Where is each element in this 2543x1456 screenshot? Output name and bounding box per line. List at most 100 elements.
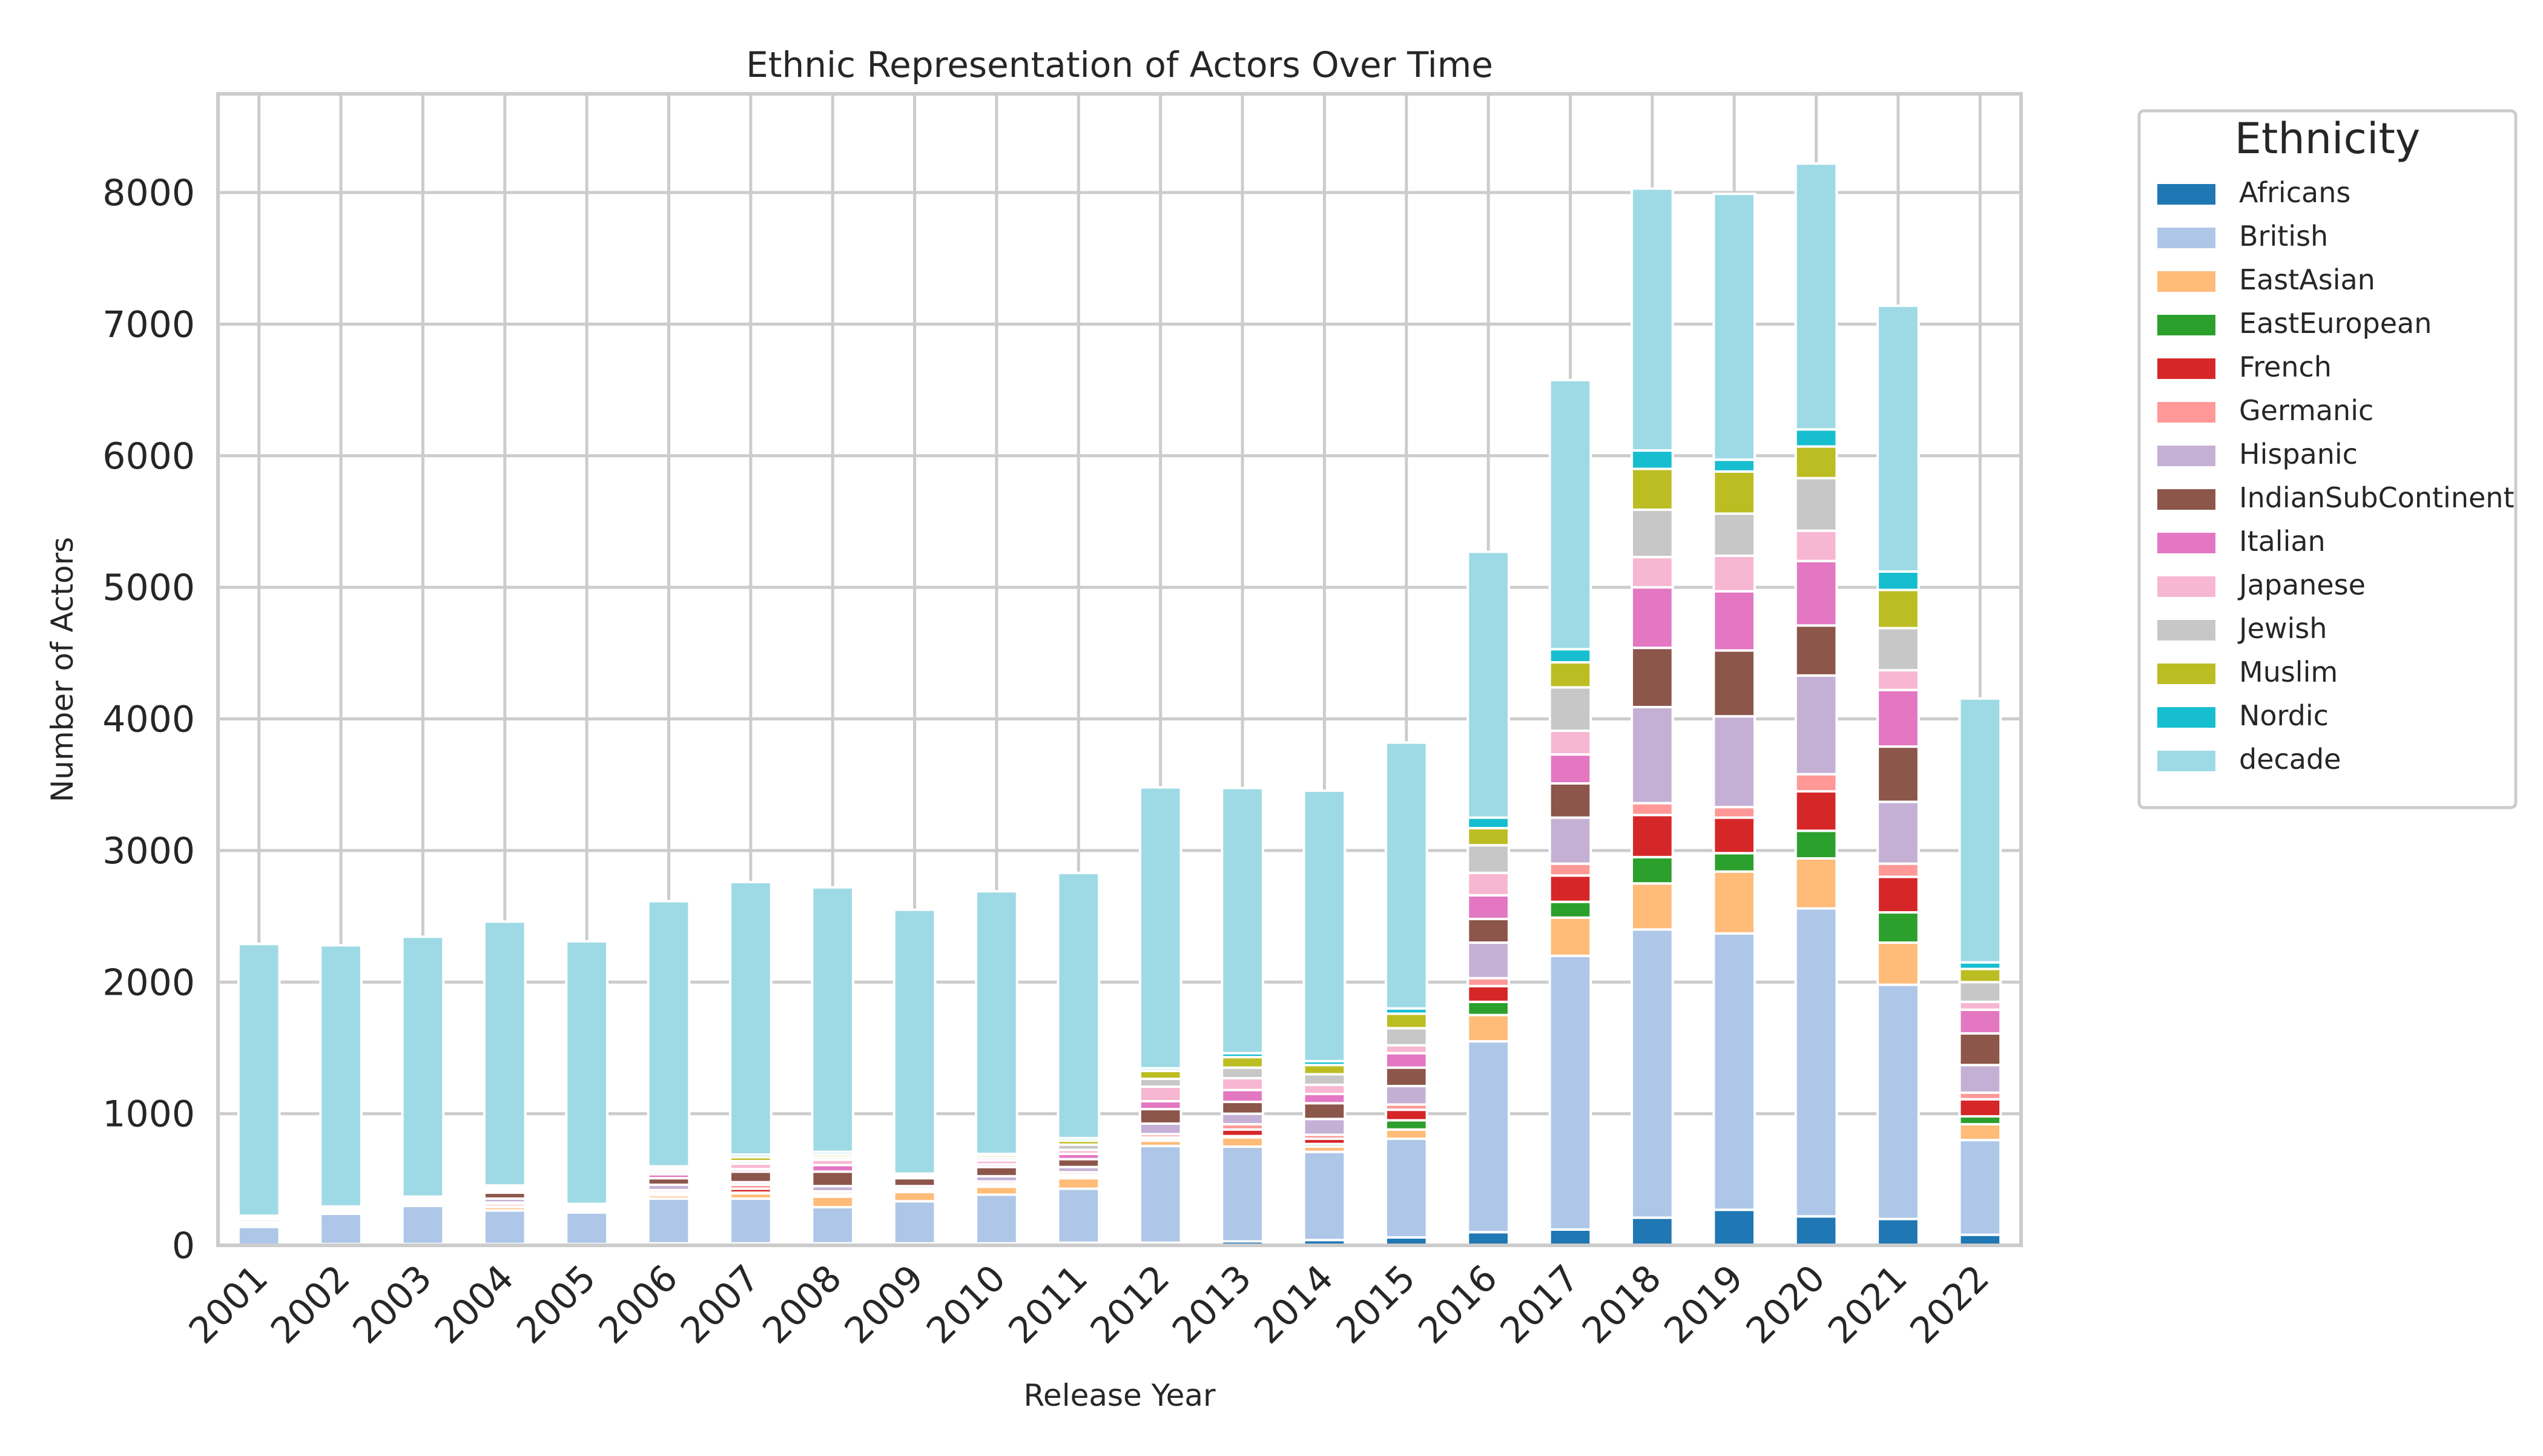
bar-segment-jewish-2020 xyxy=(1794,476,1838,532)
legend-label-africans: Africans xyxy=(2239,176,2350,209)
bar-segment-decade-2013 xyxy=(1221,786,1264,1055)
bar-segment-decade-2022 xyxy=(1958,697,2002,964)
bar-segment-eastasian-2008 xyxy=(811,1195,855,1208)
x-tick-label: 2020 xyxy=(1738,1257,1833,1352)
y-tick-label: 0 xyxy=(172,1225,195,1267)
bar-segment-french-2018 xyxy=(1631,814,1674,858)
legend-swatch-italian xyxy=(2157,533,2215,553)
bar-segment-nordic-2017 xyxy=(1548,648,1592,664)
x-tick-label: 2008 xyxy=(754,1257,849,1352)
legend-label-indiansubcontinent: IndianSubContinent xyxy=(2239,481,2514,514)
bar-segment-jewish-2013 xyxy=(1221,1066,1264,1079)
bar-segment-indiansubcontinent-2017 xyxy=(1548,782,1592,819)
bar-segment-british-2010 xyxy=(975,1193,1018,1245)
bar-segment-eastasian-2019 xyxy=(1712,870,1756,935)
bar-segment-decade-2012 xyxy=(1138,786,1182,1070)
bar-segment-germanic-2020 xyxy=(1794,772,1838,793)
bar-segment-british-2007 xyxy=(729,1197,773,1245)
legend-swatch-decade xyxy=(2157,751,2215,771)
bar-segment-hispanic-2016 xyxy=(1466,941,1510,980)
bar-segment-italian-2019 xyxy=(1712,590,1756,652)
bar-segment-easteuropean-2016 xyxy=(1466,1000,1510,1016)
bar-segment-indiansubcontinent-2008 xyxy=(811,1170,855,1188)
bar-segment-africans-2017 xyxy=(1548,1228,1592,1247)
x-tick-label: 2001 xyxy=(181,1257,276,1352)
bar-segment-british-2013 xyxy=(1221,1145,1264,1243)
bar-segment-decade-2006 xyxy=(647,900,691,1168)
bar-segment-muslim-2016 xyxy=(1466,826,1510,847)
bar-segment-italian-2018 xyxy=(1631,586,1674,650)
bar-segment-british-2005 xyxy=(565,1211,609,1245)
bar-segment-decade-2019 xyxy=(1712,193,1756,461)
bar-segment-africans-2016 xyxy=(1466,1231,1510,1247)
x-tick-label: 2005 xyxy=(509,1257,604,1352)
bar-segment-nordic-2018 xyxy=(1631,449,1674,470)
x-tick-label: 2014 xyxy=(1247,1257,1342,1352)
legend-swatch-easteuropean xyxy=(2157,315,2215,335)
bar-segment-eastasian-2011 xyxy=(1057,1177,1101,1190)
bar-segment-indiansubcontinent-2010 xyxy=(975,1165,1018,1178)
bar-segment-british-2018 xyxy=(1631,928,1674,1219)
bar-segment-british-2017 xyxy=(1548,954,1592,1231)
bar-segment-italian-2016 xyxy=(1466,894,1510,920)
bar-segment-africans-2018 xyxy=(1631,1216,1674,1247)
legend-label-germanic: Germanic xyxy=(2239,394,2373,427)
bar-segment-british-2014 xyxy=(1302,1150,1347,1242)
y-tick-label: 8000 xyxy=(102,172,195,214)
x-tick-label: 2013 xyxy=(1164,1257,1259,1352)
legend-label-japanese: Japanese xyxy=(2237,568,2366,601)
bar-segment-muslim-2013 xyxy=(1221,1056,1264,1069)
bar-segment-indiansubcontinent-2014 xyxy=(1302,1102,1347,1121)
bar-segment-indiansubcontinent-2016 xyxy=(1466,917,1510,944)
bar-segment-germanic-2017 xyxy=(1548,862,1592,877)
bar-segment-nordic-2020 xyxy=(1794,428,1838,448)
bar-segment-french-2021 xyxy=(1876,875,1920,914)
bar-segment-germanic-2018 xyxy=(1631,802,1674,817)
y-tick-label: 1000 xyxy=(102,1093,195,1136)
bar-segment-indiansubcontinent-2019 xyxy=(1712,649,1756,718)
bar-segment-eastasian-2021 xyxy=(1876,941,1920,986)
bar-segment-indiansubcontinent-2012 xyxy=(1138,1108,1182,1125)
bar-segment-decade-2001 xyxy=(237,943,281,1217)
bar-segment-hispanic-2015 xyxy=(1384,1084,1428,1106)
bar-segment-japanese-2020 xyxy=(1794,529,1838,562)
y-axis-label: Number of Actors xyxy=(45,537,80,802)
bar-segment-eastasian-2015 xyxy=(1384,1128,1428,1140)
bar-segment-nordic-2016 xyxy=(1466,816,1510,829)
bar-segment-british-2011 xyxy=(1057,1187,1101,1244)
legend: Ethnicity Africans British EastAsian EastEu… xyxy=(2137,109,2518,809)
legend-items: Africans British EastAsian EastEuropean Fren… xyxy=(2157,176,2514,776)
bar-segment-decade-2011 xyxy=(1057,871,1101,1139)
legend-swatch-jewish xyxy=(2157,620,2215,641)
bar-segment-jewish-2014 xyxy=(1302,1073,1347,1086)
x-tick-label: 2006 xyxy=(591,1257,686,1352)
bars xyxy=(237,162,2002,1247)
x-tick-label: 2003 xyxy=(345,1257,440,1352)
legend-swatch-japanese xyxy=(2157,576,2215,597)
bar-segment-decade-2008 xyxy=(811,886,855,1153)
legend-swatch-germanic xyxy=(2157,402,2215,423)
bar-segment-muslim-2021 xyxy=(1876,588,1920,630)
bar-segment-eastasian-2009 xyxy=(892,1190,937,1203)
bar-segment-jewish-2017 xyxy=(1548,686,1592,733)
legend-label-jewish: Jewish xyxy=(2237,612,2327,645)
bar-segment-british-2016 xyxy=(1466,1040,1510,1234)
bar-segment-decade-2003 xyxy=(401,935,445,1198)
bar-segment-italian-2015 xyxy=(1384,1052,1428,1069)
bar-segment-british-2003 xyxy=(401,1204,445,1245)
bar-segment-muslim-2015 xyxy=(1384,1012,1428,1030)
bar-segment-british-2001 xyxy=(237,1225,281,1246)
bar-segment-easteuropean-2021 xyxy=(1876,911,1920,944)
x-tick-label: 2016 xyxy=(1410,1257,1505,1352)
bar-segment-japanese-2013 xyxy=(1221,1076,1264,1092)
bar-segment-easteuropean-2017 xyxy=(1548,900,1592,919)
bar-segment-decade-2020 xyxy=(1794,162,1838,431)
bar-segment-hispanic-2014 xyxy=(1302,1118,1347,1136)
bar-segment-hispanic-2018 xyxy=(1631,705,1674,805)
bar-segment-indiansubcontinent-2020 xyxy=(1794,624,1838,677)
x-tick-label: 2022 xyxy=(1902,1257,1997,1352)
bar-segment-japanese-2012 xyxy=(1138,1085,1182,1102)
bar-segment-eastasian-2017 xyxy=(1548,916,1592,957)
legend-label-muslim: Muslim xyxy=(2239,656,2338,688)
bar-segment-hispanic-2022 xyxy=(1958,1064,2002,1094)
